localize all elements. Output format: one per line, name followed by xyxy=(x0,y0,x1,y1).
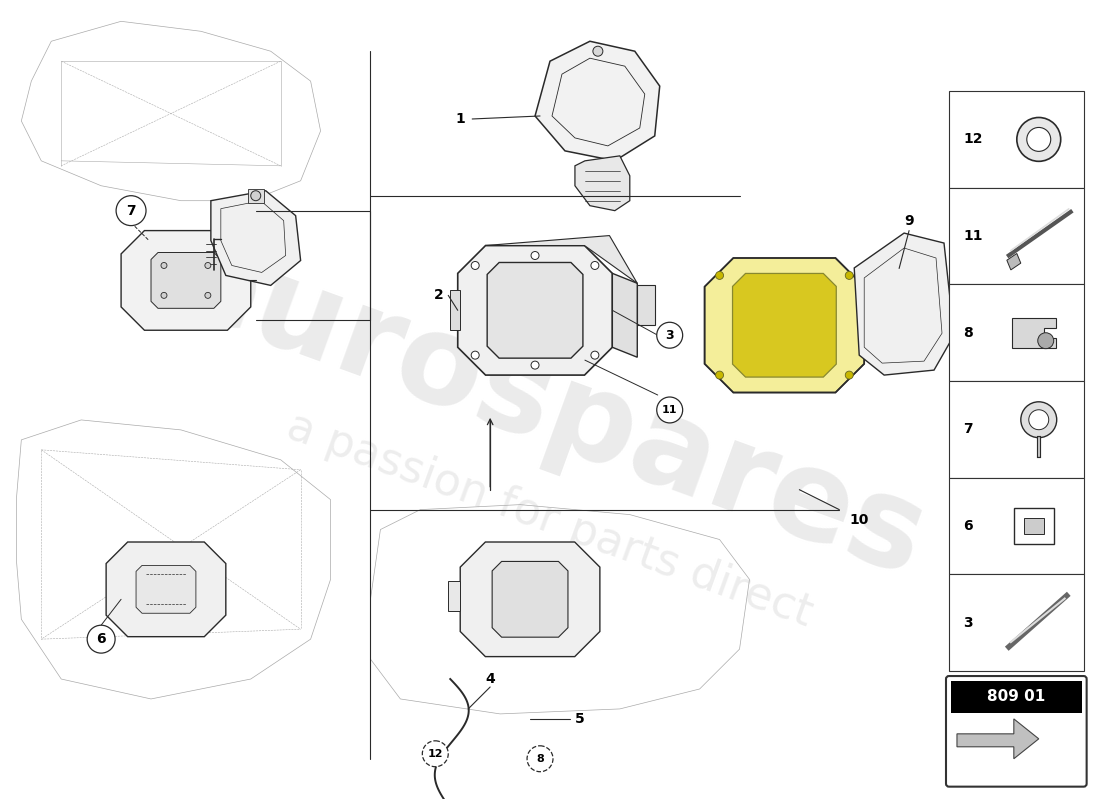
Polygon shape xyxy=(450,290,460,330)
Circle shape xyxy=(593,46,603,56)
Circle shape xyxy=(205,292,211,298)
Polygon shape xyxy=(1012,318,1056,348)
Polygon shape xyxy=(705,258,865,393)
Polygon shape xyxy=(949,91,1084,188)
Text: 12: 12 xyxy=(962,133,982,146)
Circle shape xyxy=(716,271,724,279)
Text: 6: 6 xyxy=(97,632,106,646)
Bar xyxy=(952,681,1081,713)
Polygon shape xyxy=(855,233,954,375)
Circle shape xyxy=(527,746,553,772)
Text: 2: 2 xyxy=(433,288,443,302)
Polygon shape xyxy=(733,274,836,377)
Text: 6: 6 xyxy=(962,519,972,533)
Circle shape xyxy=(1016,118,1060,162)
Text: 8: 8 xyxy=(962,326,972,340)
Text: 8: 8 xyxy=(536,754,543,764)
Polygon shape xyxy=(151,253,221,308)
Circle shape xyxy=(1037,333,1054,349)
Polygon shape xyxy=(449,582,460,611)
Text: eurospares: eurospares xyxy=(158,218,942,602)
Polygon shape xyxy=(1024,518,1044,534)
Text: 10: 10 xyxy=(849,513,869,526)
FancyBboxPatch shape xyxy=(946,676,1087,786)
Polygon shape xyxy=(957,719,1038,758)
Text: 1: 1 xyxy=(455,112,465,126)
Circle shape xyxy=(161,292,167,298)
Polygon shape xyxy=(949,381,1084,478)
Text: 11: 11 xyxy=(662,405,678,415)
Polygon shape xyxy=(492,562,568,637)
Text: 9: 9 xyxy=(904,214,914,228)
Circle shape xyxy=(205,262,211,269)
Circle shape xyxy=(87,626,116,653)
Text: 3: 3 xyxy=(666,329,674,342)
Circle shape xyxy=(845,371,854,379)
Polygon shape xyxy=(248,189,264,202)
Circle shape xyxy=(422,741,449,766)
Polygon shape xyxy=(949,188,1084,285)
Text: 7: 7 xyxy=(962,422,972,436)
Circle shape xyxy=(251,190,261,201)
Circle shape xyxy=(531,361,539,369)
Polygon shape xyxy=(136,566,196,614)
Circle shape xyxy=(591,262,598,270)
Circle shape xyxy=(1028,410,1048,430)
Polygon shape xyxy=(460,542,600,657)
Circle shape xyxy=(845,271,854,279)
Polygon shape xyxy=(949,478,1084,574)
Text: 11: 11 xyxy=(962,229,982,243)
Text: 5: 5 xyxy=(575,712,585,726)
Polygon shape xyxy=(487,262,583,358)
Polygon shape xyxy=(458,246,613,375)
Circle shape xyxy=(471,262,480,270)
Polygon shape xyxy=(211,190,300,286)
Polygon shape xyxy=(613,274,637,358)
Polygon shape xyxy=(1006,254,1021,270)
Polygon shape xyxy=(575,156,630,210)
Circle shape xyxy=(161,262,167,269)
Text: a passion for parts direct: a passion for parts direct xyxy=(282,404,818,635)
Polygon shape xyxy=(121,230,251,330)
Polygon shape xyxy=(485,235,637,283)
Circle shape xyxy=(471,351,480,359)
Polygon shape xyxy=(535,42,660,161)
Text: 12: 12 xyxy=(428,749,443,758)
Circle shape xyxy=(531,251,539,259)
Circle shape xyxy=(117,196,146,226)
Polygon shape xyxy=(949,574,1084,671)
Text: 809 01: 809 01 xyxy=(987,690,1045,705)
Circle shape xyxy=(657,322,683,348)
Circle shape xyxy=(591,351,598,359)
Text: 3: 3 xyxy=(962,616,972,630)
Text: 4: 4 xyxy=(485,672,495,686)
Polygon shape xyxy=(106,542,226,637)
Text: 7: 7 xyxy=(126,204,136,218)
Polygon shape xyxy=(637,286,656,326)
Circle shape xyxy=(716,371,724,379)
Circle shape xyxy=(657,397,683,423)
Circle shape xyxy=(1026,127,1050,151)
Polygon shape xyxy=(949,285,1084,381)
Circle shape xyxy=(1021,402,1057,438)
